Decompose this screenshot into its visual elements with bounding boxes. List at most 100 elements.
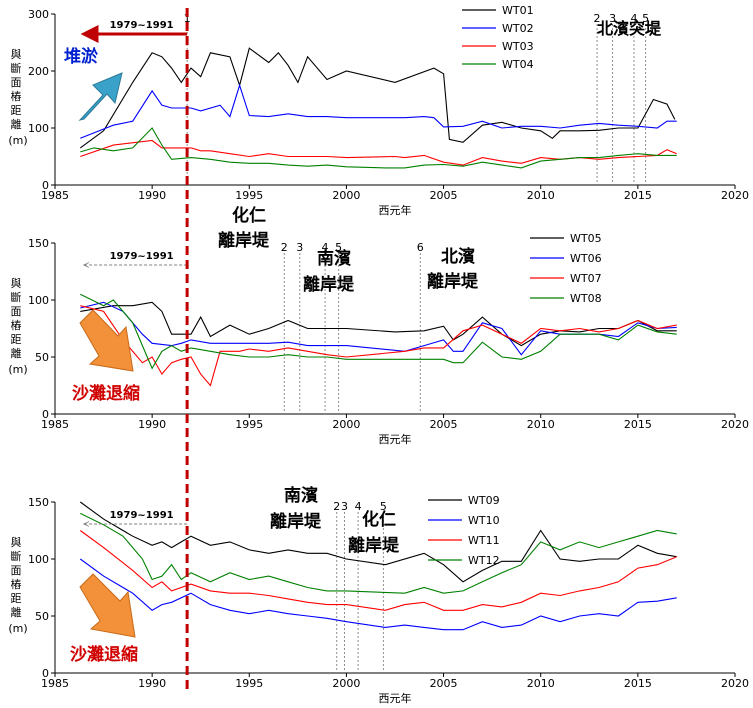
structure-label: 北濱 <box>441 246 475 267</box>
legend-label: WT04 <box>502 58 534 71</box>
structure-line-label: 3 <box>341 500 348 513</box>
legend-label: WT10 <box>468 514 500 527</box>
x-axis-title: 西元年 <box>379 203 412 217</box>
x-axis-title: 西元年 <box>379 691 412 705</box>
y-axis-title: 與斷面樁距離(m) <box>8 47 27 147</box>
legend-label: WT07 <box>570 272 602 285</box>
series-line-wt07 <box>80 305 677 387</box>
structure-line-label: 6 <box>417 241 424 254</box>
x-tick-label: 2005 <box>430 189 458 202</box>
structure-line-label: 3 <box>296 241 303 254</box>
y-tick-label: 300 <box>28 8 49 21</box>
legend-label: WT01 <box>502 4 534 17</box>
y-tick-label: 150 <box>28 237 49 250</box>
x-tick-label: 1990 <box>138 677 166 690</box>
legend-label: WT03 <box>502 40 534 53</box>
chart-panel-2: 1985 1990 1995 2000 2005 2010 2015 2020 0 50 100 15… <box>8 232 749 446</box>
x-tick-label: 1995 <box>235 677 263 690</box>
x-tick-label: 2015 <box>624 189 652 202</box>
accretion-arrow-icon <box>78 72 123 121</box>
x-tick-label: 2020 <box>721 418 749 431</box>
y-tick-label: 150 <box>28 496 49 509</box>
structure-line-label: 2 <box>281 241 288 254</box>
y-tick-label: 100 <box>28 294 49 307</box>
legend-label: WT02 <box>502 22 534 35</box>
x-tick-label: 2005 <box>430 418 458 431</box>
x-tick-label: 2020 <box>721 677 749 690</box>
x-tick-label: 2015 <box>624 677 652 690</box>
series-line-wt11 <box>79 530 677 611</box>
y-tick-label: 0 <box>42 179 49 192</box>
legend-label: WT06 <box>570 252 602 265</box>
structure-label: 離岸堤 <box>427 271 479 292</box>
structure-label: 離岸堤 <box>270 511 322 532</box>
x-tick-label: 2010 <box>527 677 555 690</box>
x-tick-label: 1990 <box>138 189 166 202</box>
series-line-wt08 <box>80 293 677 370</box>
series-line-wt12 <box>80 512 677 594</box>
period-label: 1979~1991 <box>110 251 174 262</box>
x-tick-label: 1985 <box>41 189 69 202</box>
structure-label: 南濱 <box>317 248 351 269</box>
period-label: 1979~1991 <box>110 20 174 31</box>
structure-label: 南濱 <box>284 485 318 506</box>
legend-label: WT08 <box>570 292 602 305</box>
x-axis-title: 西元年 <box>379 432 412 446</box>
structure-line-label: 5 <box>642 12 649 25</box>
legend-label: WT11 <box>468 534 500 547</box>
x-tick-label: 2005 <box>430 677 458 690</box>
legend-label: WT05 <box>570 232 602 245</box>
legend-label: WT09 <box>468 494 500 507</box>
legend: WT09 WT10 WT11 WT12 <box>428 494 500 567</box>
x-tick-label: 1985 <box>41 418 69 431</box>
y-tick-label: 100 <box>28 553 49 566</box>
x-tick-label: 2010 <box>527 189 555 202</box>
x-tick-label: 1995 <box>235 189 263 202</box>
y-tick-label: 200 <box>28 65 49 78</box>
y-tick-label: 50 <box>35 351 49 364</box>
trend-label: 沙灘退縮 <box>70 644 138 665</box>
y-tick-label: 0 <box>42 408 49 421</box>
y-axis-title: 與斷面樁距離(m) <box>8 535 27 635</box>
series-line-wt05 <box>80 301 677 347</box>
structure-label: 化仁 <box>362 509 396 530</box>
x-tick-label: 2000 <box>332 189 360 202</box>
series-line-wt09 <box>79 501 677 583</box>
x-tick-label: 1995 <box>235 418 263 431</box>
structure-line-label: 3 <box>609 12 616 25</box>
chart-panel-3: 1985 1990 1995 2000 2005 2010 2015 2020 0 50 100 15… <box>8 494 749 705</box>
x-tick-label: 2000 <box>332 418 360 431</box>
structure-line-label: 5 <box>335 241 342 254</box>
y-tick-label: 0 <box>42 667 49 680</box>
y-tick-label: 50 <box>35 610 49 623</box>
x-tick-label: 1990 <box>138 418 166 431</box>
structure-line-label: 4 <box>355 500 362 513</box>
legend: WT05 WT06 WT07 WT08 <box>530 232 602 305</box>
x-tick-label: 2020 <box>721 189 749 202</box>
chart-panels: 1985 1990 1995 2000 2005 2010 2015 202001002003… <box>8 4 749 705</box>
erosion-arrow-icon <box>79 573 136 638</box>
structure-label: 離岸堤 <box>348 535 400 556</box>
structure-label: 離岸堤 <box>303 274 355 295</box>
x-tick-label: 2000 <box>332 677 360 690</box>
structure-label: 離岸堤 <box>218 230 270 251</box>
structure-label: 化仁 <box>232 205 266 226</box>
structure-line-label: 4 <box>630 12 637 25</box>
structure-label: 北濱突堤 <box>597 19 662 38</box>
series-line-wt02 <box>80 83 677 139</box>
structure-line-label: 5 <box>380 500 387 513</box>
series-line-wt01 <box>79 47 676 149</box>
series-line-wt04 <box>80 127 677 169</box>
period-label: 1979~1991 <box>110 510 174 521</box>
trend-label: 沙灘退縮 <box>72 383 140 404</box>
x-tick-label: 2015 <box>624 418 652 431</box>
y-tick-label: 100 <box>28 122 49 135</box>
legend-label: WT12 <box>468 554 500 567</box>
series-line-wt03 <box>80 139 677 166</box>
y-axis-title: 與斷面樁距離(m) <box>8 276 27 376</box>
x-tick-label: 2010 <box>527 418 555 431</box>
structure-line-label: 4 <box>322 241 329 254</box>
trend-label: 堆淤 <box>64 46 98 67</box>
